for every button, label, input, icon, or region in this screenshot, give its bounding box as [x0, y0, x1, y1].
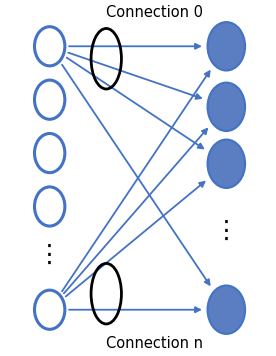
Circle shape	[34, 27, 65, 66]
Circle shape	[34, 290, 65, 329]
Circle shape	[208, 286, 245, 334]
Text: Connection n: Connection n	[106, 336, 203, 351]
Circle shape	[208, 140, 245, 188]
Text: ⋮: ⋮	[214, 219, 239, 244]
Text: ⋮: ⋮	[37, 242, 62, 267]
Text: Connection 0: Connection 0	[106, 5, 203, 20]
Circle shape	[208, 22, 245, 70]
Circle shape	[34, 134, 65, 173]
Circle shape	[34, 187, 65, 226]
Circle shape	[34, 80, 65, 119]
Circle shape	[208, 83, 245, 131]
